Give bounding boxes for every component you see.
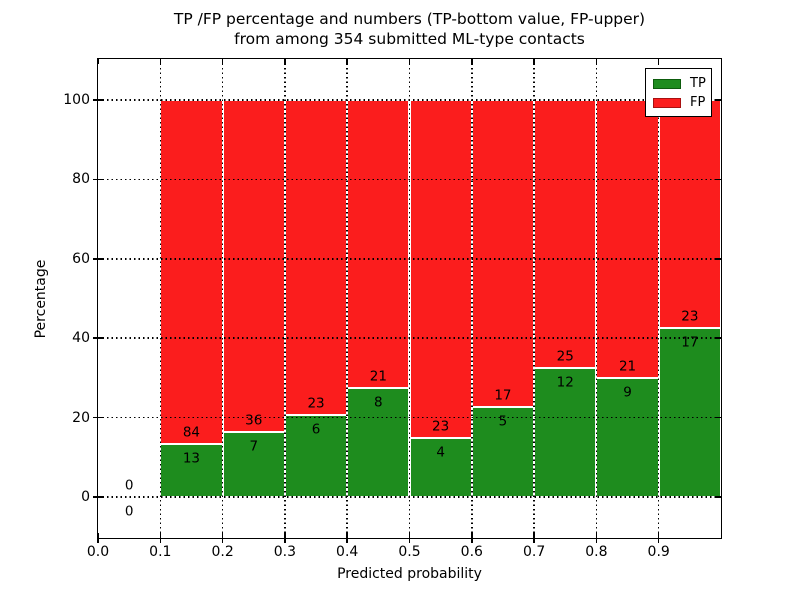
x-tick-mark (346, 533, 348, 543)
x-tick-mark (408, 533, 411, 543)
bar-count-tp: 13 (182, 450, 201, 467)
bar-count-tp: 4 (436, 444, 445, 461)
y-axis-label: Percentage (33, 259, 49, 338)
bar-segment-tp (160, 443, 223, 498)
x-tick-label: 0.7 (522, 544, 546, 560)
chart-title: TP /FP percentage and numbers (TP-bottom… (98, 9, 721, 49)
bar-count-tp: 12 (556, 374, 574, 391)
legend-item-tp: TP (653, 74, 706, 93)
legend-item-fp: FP (653, 93, 706, 112)
bar-segment-tp (409, 438, 472, 498)
bar-count-tp: 0 (124, 503, 134, 520)
bar-count-fp: 25 (556, 348, 574, 365)
bar-count-tp: 17 (681, 334, 699, 351)
x-tick-mark (595, 533, 598, 543)
x-tick-label: 0.4 (336, 544, 359, 560)
x-tick-mark (159, 533, 162, 543)
x-tick-mark (471, 533, 473, 543)
bar-count-tp: 8 (374, 394, 383, 411)
bar-count-fp: 36 (245, 412, 263, 429)
x-tick-label: 0.9 (647, 544, 670, 560)
plot-area: TP /FP percentage and numbers (TP-bottom… (33, 10, 722, 582)
bar-count-fp: 0 (124, 477, 134, 494)
y-tick-label: 100 (63, 91, 90, 108)
bar-count-fp: 17 (494, 387, 512, 404)
bar-count-fp: 84 (182, 424, 201, 441)
legend-label-tp: TP (690, 75, 706, 91)
y-tick-label: 60 (72, 250, 90, 267)
x-tick-label: 0.6 (460, 544, 483, 560)
bar-segment-tp (284, 414, 348, 498)
legend-label-fp: FP (690, 94, 706, 110)
x-tick-mark (97, 533, 99, 543)
fp-swatch-icon (653, 97, 681, 108)
bar-segment-tp (596, 377, 659, 498)
bar-count-tp: 5 (498, 413, 508, 430)
x-tick-mark (284, 533, 286, 543)
chart-title-line1: TP /FP percentage and numbers (TP-bottom… (173, 10, 646, 28)
x-tick-label: 0.2 (211, 544, 234, 560)
x-axis-label: Predicted probability (337, 566, 482, 582)
x-tick-label: 0.1 (149, 544, 172, 560)
bar-count-tp: 9 (623, 384, 632, 401)
x-tick-mark (221, 533, 224, 543)
bar-segment-tp (658, 328, 721, 498)
bar-labels-layer: 0 0 84 13 36 7 23 6 21 8 23 4 17 5 25 12 21 9 23 17 (98, 59, 721, 538)
x-tick-label: 0.3 (273, 544, 297, 560)
bar-count-fp: 23 (307, 395, 325, 412)
x-tick-mark (657, 533, 660, 543)
bar-count-tp: 7 (249, 438, 259, 455)
x-tick-mark (533, 533, 535, 543)
x-tick-label: 0.8 (585, 544, 608, 560)
tp-swatch-icon (653, 78, 681, 89)
x-tick-label: 0.0 (86, 544, 110, 560)
x-tick-mark-top (97, 59, 99, 64)
y-tick-label: 20 (72, 409, 90, 426)
ticks-layer: 0.0 0.1 0.2 0.3 0.4 0.5 0.6 0.7 0.8 0.9 0 20 40 60 80 1… (63, 59, 721, 560)
y-tick-label: 40 (72, 330, 90, 347)
y-tick-label: 80 (72, 171, 90, 188)
legend: TP FP (645, 68, 712, 117)
bar-count-fp: 21 (369, 368, 387, 385)
bar-segment-tp (471, 406, 535, 498)
bar-count-fp: 23 (432, 418, 450, 435)
bar-count-fp: 21 (618, 358, 637, 375)
x-tick-label: 0.5 (398, 544, 421, 560)
chart-title-line2: from among 354 submitted ML-type contact… (234, 30, 585, 48)
bar-segment-tp (347, 387, 410, 498)
bar-segment-fp (658, 99, 721, 329)
bar-count-fp: 23 (681, 308, 699, 325)
y-tick-label: 0 (81, 489, 90, 506)
bar-count-tp: 6 (311, 421, 321, 438)
